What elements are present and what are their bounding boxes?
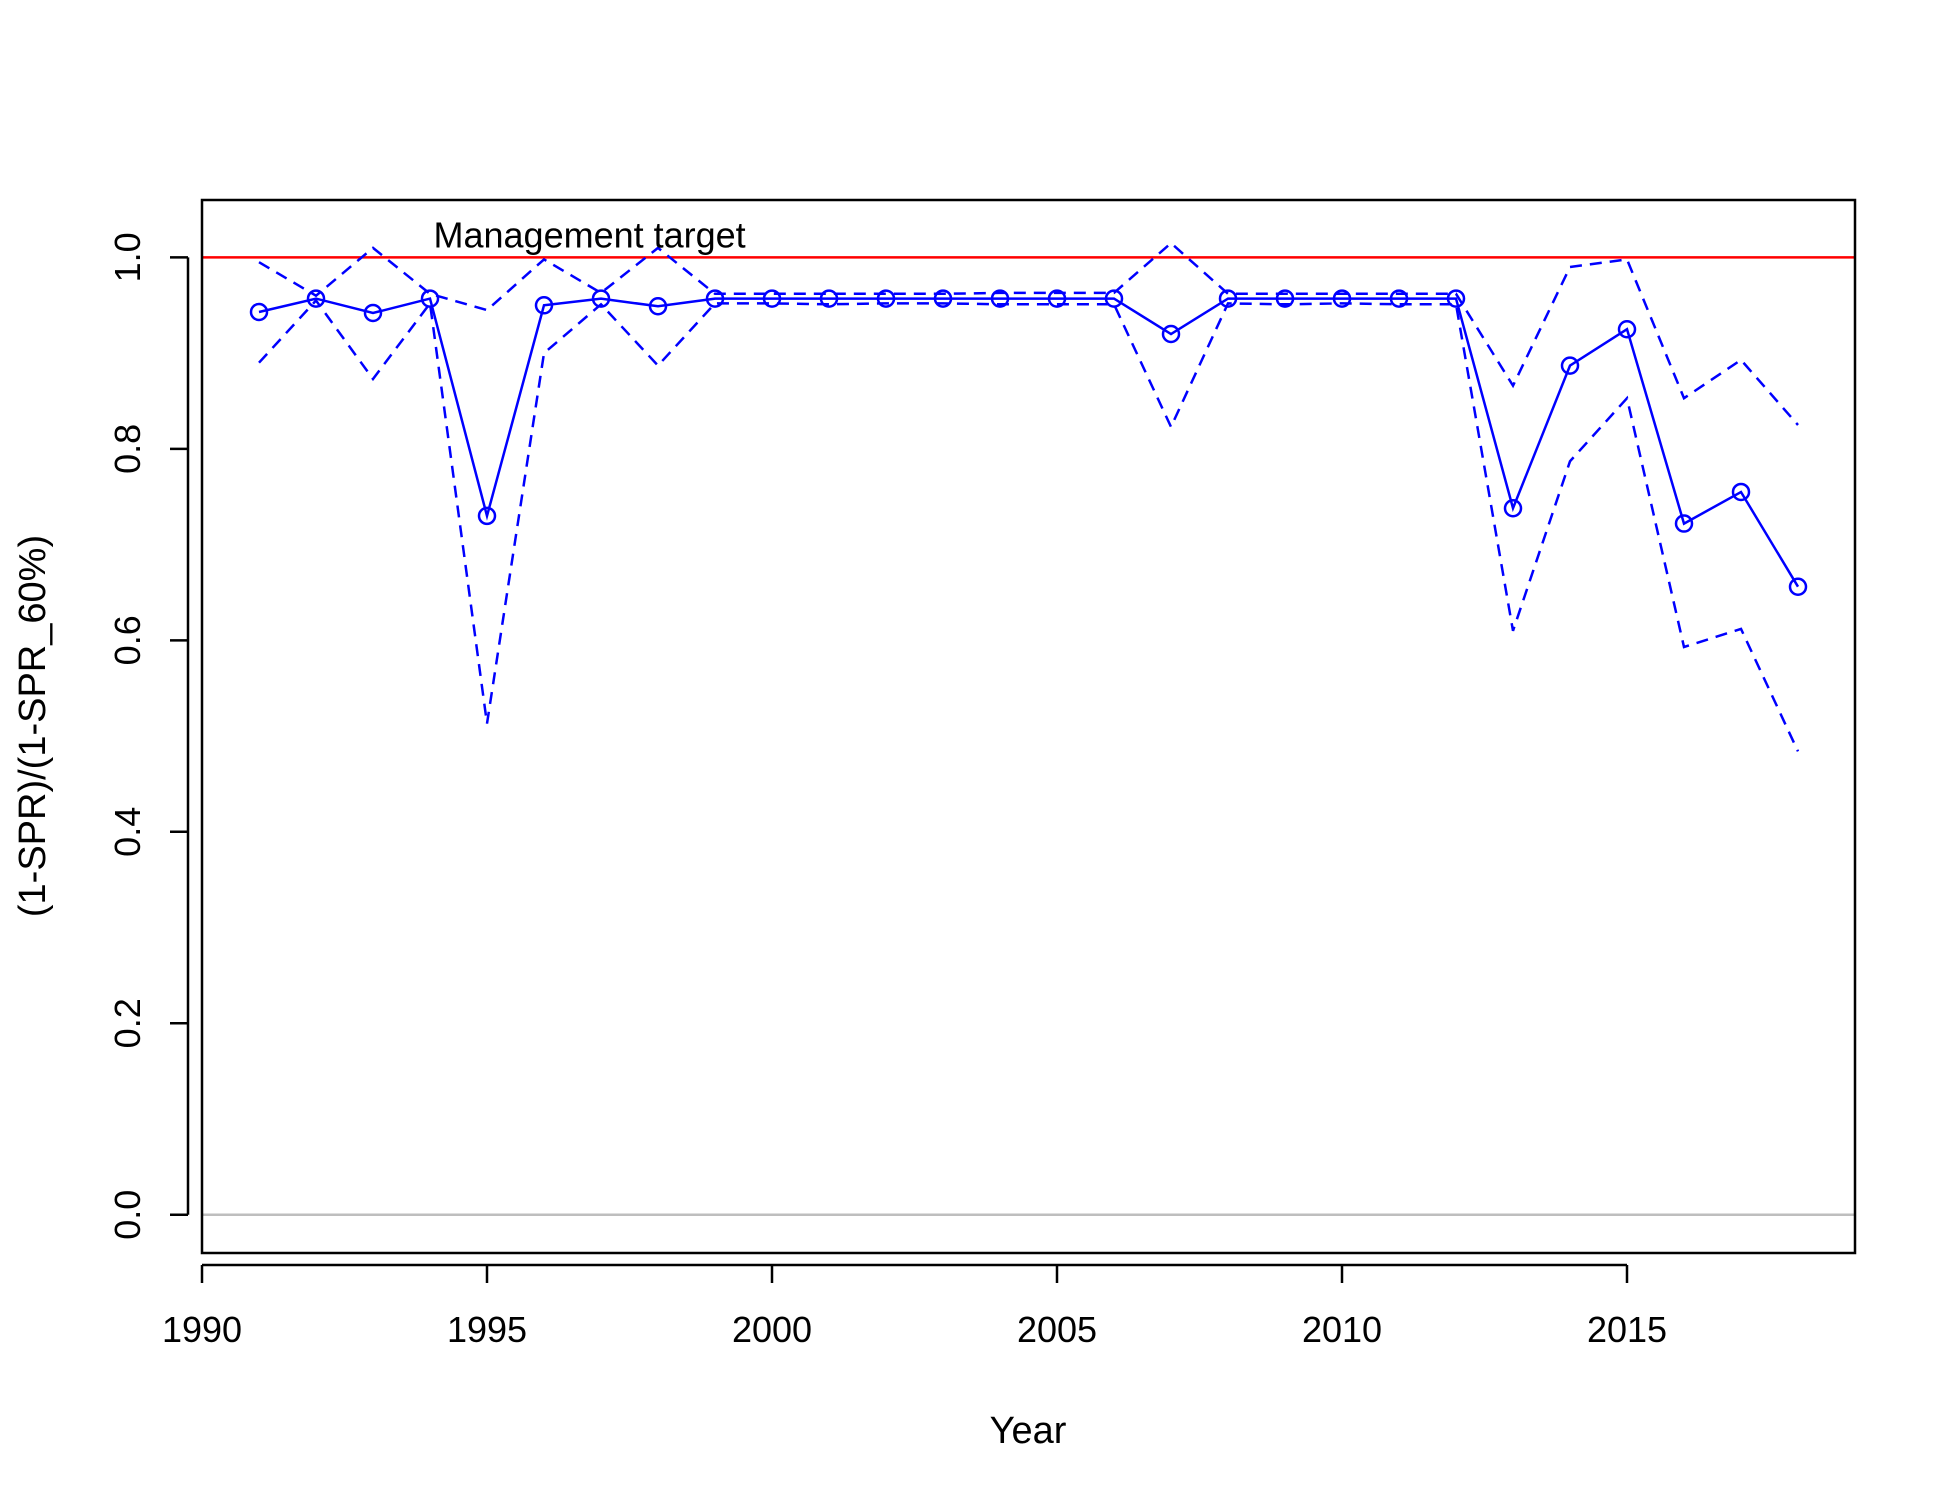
data-point [1161, 324, 1181, 344]
x-tick-label: 1995 [447, 1309, 527, 1350]
data-point [1446, 289, 1466, 308]
x-tick-label: 1990 [162, 1309, 242, 1350]
series-line-0 [258, 297, 1800, 588]
data-point [1731, 482, 1751, 502]
data-point [876, 289, 896, 308]
data-point [819, 289, 839, 308]
y-axis: 0.0 0.2 0.4 0.6 0.8 1.0 [107, 232, 190, 1240]
data-point [1104, 289, 1124, 308]
data-point [1617, 319, 1637, 339]
data-point [1389, 289, 1409, 308]
data-point [1047, 289, 1067, 308]
data-point [705, 289, 725, 308]
series-line-1 [258, 241, 1799, 426]
y-tick-label: 0.2 [107, 998, 148, 1048]
data-point [534, 296, 554, 315]
x-axis-title: Year [990, 1410, 1067, 1452]
reference-lines [202, 256, 1855, 1216]
data-point [990, 289, 1010, 308]
data-point [648, 297, 668, 316]
x-axis: 1990 1995 2000 2005 2010 2015 [162, 1263, 1667, 1350]
data-series [249, 241, 1808, 752]
data-point [249, 302, 269, 322]
x-tick-label: 2005 [1017, 1309, 1097, 1350]
data-point [1218, 289, 1238, 308]
y-axis-title: (1-SPR)/(1-SPR_60%) [12, 535, 54, 917]
data-point [363, 303, 383, 323]
data-point [306, 289, 326, 308]
y-tick-label: 0.0 [107, 1190, 148, 1240]
data-point [1674, 514, 1694, 533]
data-point [420, 289, 440, 308]
data-point [1503, 498, 1523, 518]
annotations: Management target [434, 214, 746, 255]
y-tick-label: 1.0 [107, 232, 148, 282]
data-point [591, 289, 611, 308]
y-tick-label: 0.6 [107, 615, 148, 665]
x-tick-label: 2000 [732, 1309, 812, 1350]
data-point [762, 289, 782, 308]
data-point [1560, 356, 1580, 375]
data-point [1788, 577, 1808, 596]
data-point [1332, 289, 1352, 308]
data-point [1275, 289, 1295, 308]
y-tick-label: 0.4 [107, 807, 148, 857]
data-point [933, 289, 953, 308]
annotation-0: Management target [434, 214, 746, 255]
x-tick-label: 2010 [1302, 1309, 1382, 1350]
x-tick-label: 2015 [1587, 1309, 1667, 1350]
plot-frame [200, 198, 1857, 1255]
data-point [477, 506, 497, 526]
series-line-2 [258, 298, 1800, 752]
y-tick-label: 0.8 [107, 424, 148, 474]
